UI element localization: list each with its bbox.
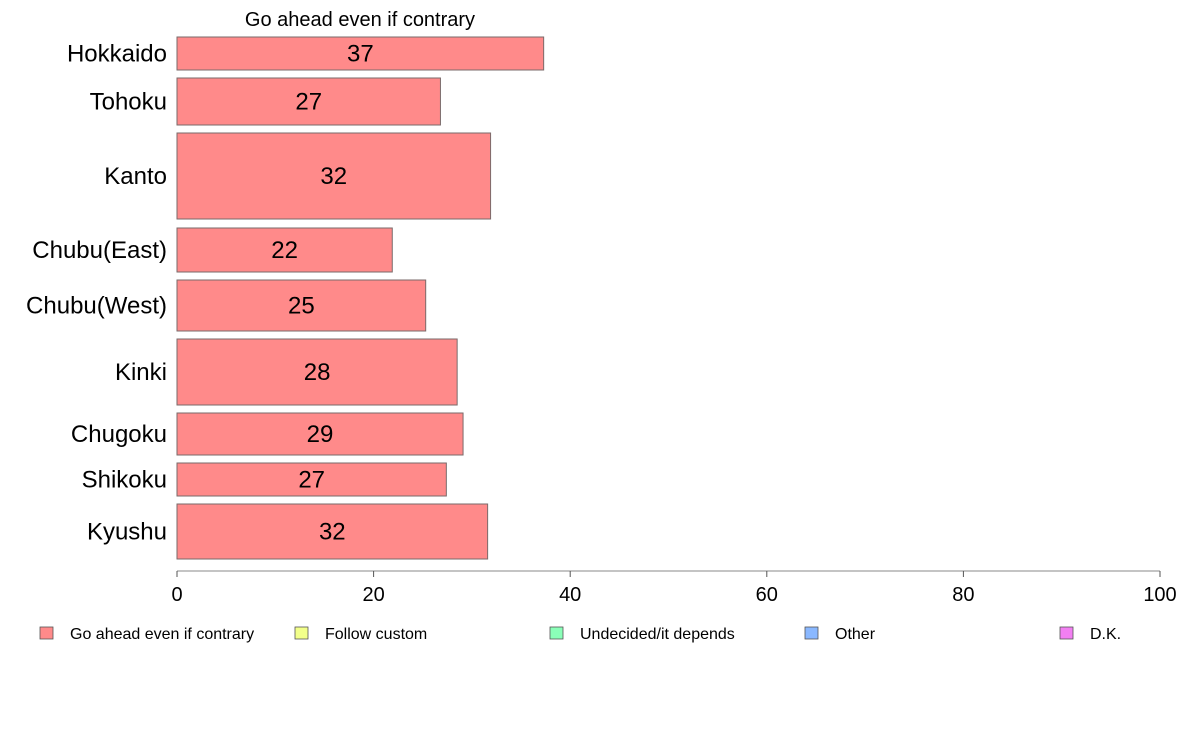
bar-value-label: 28 (304, 359, 331, 386)
legend-swatch (39, 626, 54, 640)
bar-shikoku (176, 462, 447, 497)
category-label: Tohoku (90, 89, 167, 116)
category-label: Shikoku (82, 467, 167, 494)
bar-chugoku (176, 412, 464, 456)
bar-hokkaido (176, 36, 545, 71)
x-tick-label: 40 (559, 584, 581, 606)
x-tick-label: 0 (171, 584, 182, 606)
category-label: Kinki (115, 359, 167, 386)
legend: Go ahead even if contrary Follow custom Un… (39, 626, 1121, 643)
legend-swatch (804, 626, 819, 640)
x-tick-label: 80 (952, 584, 974, 606)
x-axis: 0 20 40 60 80 100 (171, 570, 1177, 606)
category-label: Kanto (104, 163, 167, 190)
bar-value-label: 27 (298, 467, 325, 494)
bar-value-label: 32 (319, 519, 346, 546)
category-label: Chubu(West) (26, 293, 167, 320)
legend-label: Undecided/it depends (580, 626, 735, 643)
legend-label: Follow custom (325, 626, 427, 643)
x-tick-label: 100 (1143, 584, 1176, 606)
category-label: Kyushu (87, 519, 167, 546)
x-tick-label: 60 (756, 584, 778, 606)
legend-swatch (549, 626, 564, 640)
legend-label: Other (835, 626, 876, 643)
category-label: Chubu(East) (32, 237, 167, 264)
category-label: Chugoku (71, 421, 167, 448)
bar-value-label: 32 (320, 163, 347, 190)
bar-kanto (176, 132, 492, 220)
bar-value-label: 25 (288, 293, 315, 320)
chart-title: Go ahead even if contrary (245, 9, 475, 31)
x-tick-label: 20 (362, 584, 384, 606)
bar-chubu-west (176, 279, 427, 332)
category-label: Hokkaido (67, 41, 167, 68)
bar-chubu-east (176, 227, 393, 273)
legend-swatch (1059, 626, 1074, 640)
bar-kyushu (176, 503, 489, 560)
bars-group: Hokkaido 37 Tohoku 27 Kanto 32 Chubu(East) 22 Ch… (26, 36, 545, 560)
bar-value-label: 37 (347, 41, 374, 68)
legend-label: D.K. (1090, 626, 1121, 643)
bar-value-label: 22 (271, 237, 298, 264)
bar-kinki (176, 338, 458, 406)
bar-tohoku (176, 77, 441, 126)
legend-swatch (294, 626, 309, 640)
legend-label: Go ahead even if contrary (70, 626, 254, 643)
bar-value-label: 27 (295, 89, 322, 116)
bar-value-label: 29 (307, 421, 334, 448)
